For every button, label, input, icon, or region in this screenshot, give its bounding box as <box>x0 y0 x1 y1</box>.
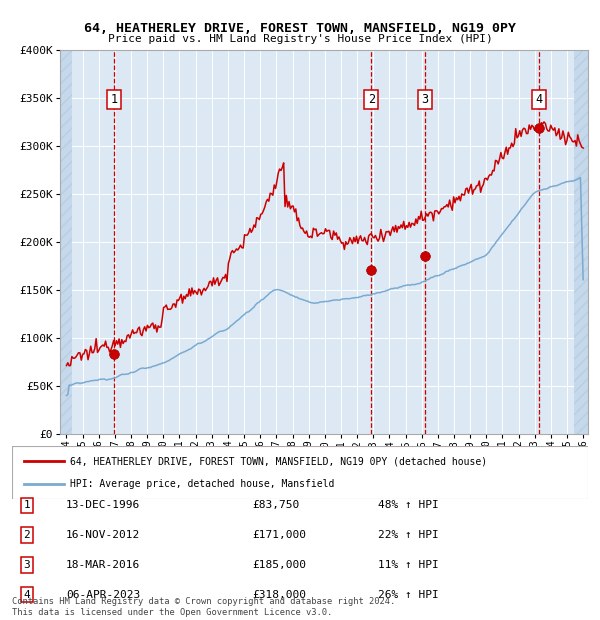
Bar <box>60 50 72 434</box>
Text: 3: 3 <box>422 93 428 106</box>
Text: 18-MAR-2016: 18-MAR-2016 <box>66 560 140 570</box>
Bar <box>574 50 590 434</box>
Text: 3: 3 <box>23 560 31 570</box>
Text: HPI: Average price, detached house, Mansfield: HPI: Average price, detached house, Mans… <box>70 479 334 489</box>
Text: 4: 4 <box>23 590 31 600</box>
Text: 48% ↑ HPI: 48% ↑ HPI <box>378 500 439 510</box>
Text: 2: 2 <box>368 93 375 106</box>
Text: 06-APR-2023: 06-APR-2023 <box>66 590 140 600</box>
Text: 1: 1 <box>110 93 118 106</box>
Text: 64, HEATHERLEY DRIVE, FOREST TOWN, MANSFIELD, NG19 0PY: 64, HEATHERLEY DRIVE, FOREST TOWN, MANSF… <box>84 22 516 35</box>
Text: £185,000: £185,000 <box>252 560 306 570</box>
Text: £83,750: £83,750 <box>252 500 299 510</box>
Text: 16-NOV-2012: 16-NOV-2012 <box>66 530 140 540</box>
Text: 64, HEATHERLEY DRIVE, FOREST TOWN, MANSFIELD, NG19 0PY (detached house): 64, HEATHERLEY DRIVE, FOREST TOWN, MANSF… <box>70 456 487 466</box>
Text: 22% ↑ HPI: 22% ↑ HPI <box>378 530 439 540</box>
Text: £318,000: £318,000 <box>252 590 306 600</box>
Text: 1: 1 <box>23 500 31 510</box>
Text: £171,000: £171,000 <box>252 530 306 540</box>
Text: 13-DEC-1996: 13-DEC-1996 <box>66 500 140 510</box>
Text: 4: 4 <box>535 93 542 106</box>
Text: Price paid vs. HM Land Registry's House Price Index (HPI): Price paid vs. HM Land Registry's House … <box>107 34 493 44</box>
Text: Contains HM Land Registry data © Crown copyright and database right 2024.
This d: Contains HM Land Registry data © Crown c… <box>12 598 395 617</box>
Text: 11% ↑ HPI: 11% ↑ HPI <box>378 560 439 570</box>
Text: 2: 2 <box>23 530 31 540</box>
Text: 26% ↑ HPI: 26% ↑ HPI <box>378 590 439 600</box>
